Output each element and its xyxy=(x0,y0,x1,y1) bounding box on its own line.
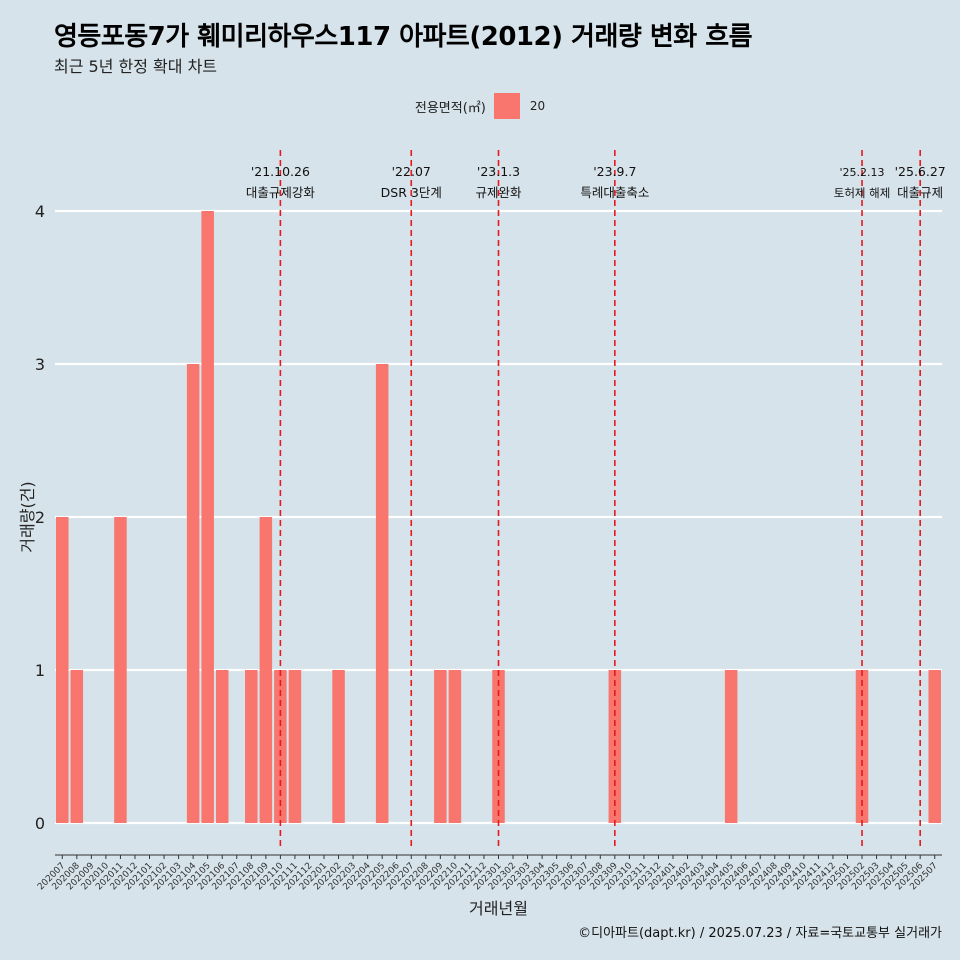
event-date-label: '25.6.27 xyxy=(895,164,946,179)
bar xyxy=(608,670,622,823)
y-tick-label: 0 xyxy=(35,814,45,833)
event-label: DSR 3단계 xyxy=(381,185,442,200)
bar xyxy=(259,517,273,823)
bar xyxy=(215,670,229,823)
bar xyxy=(70,670,84,823)
bar xyxy=(724,670,738,823)
legend-item-label: 20 xyxy=(529,99,546,113)
legend-swatch xyxy=(493,93,520,119)
source-caption: ©디아파트(dapt.kr) / 2025.07.23 / 자료=국토교통부 실… xyxy=(578,926,942,941)
bar xyxy=(492,670,505,823)
chart-title: 영등포동7가 훼미리하우스117 아파트(2012) 거래량 변화 흐름 xyxy=(54,22,753,52)
event-date-label: '22.07 xyxy=(392,164,431,179)
bar xyxy=(201,211,214,823)
y-tick-label: 1 xyxy=(35,661,45,680)
bar xyxy=(928,670,941,823)
bar xyxy=(245,670,258,823)
legend: 전용면적(㎡) 20 xyxy=(0,93,960,119)
y-axis-title: 거래량(건) xyxy=(18,481,37,552)
bar xyxy=(332,670,345,823)
bar xyxy=(448,670,462,823)
axis-layer: 0123420200720200820200920201020201120201… xyxy=(18,202,942,918)
bar xyxy=(288,670,302,823)
bar xyxy=(855,670,869,823)
legend-title: 전용면적(㎡) xyxy=(414,100,486,116)
bar xyxy=(375,364,389,823)
event-layer: '21.10.26 대출규제강화 '22.07 DSR 3단계 '23.1.3 규제완화 '… xyxy=(246,150,946,846)
y-tick-label: 4 xyxy=(35,202,45,221)
bar-layer xyxy=(56,211,941,823)
event-date-label: '23.9.7 xyxy=(593,164,636,179)
bar xyxy=(56,517,69,823)
bar xyxy=(186,364,200,823)
event-label: 대출규제 xyxy=(897,185,943,200)
event-label: 규제완화 xyxy=(475,185,522,200)
event-label: 토허제 해제 xyxy=(834,186,891,200)
bar xyxy=(274,670,287,823)
event-date-label: '23.1.3 xyxy=(477,164,520,179)
bar xyxy=(114,517,127,823)
y-tick-label: 2 xyxy=(35,508,45,527)
event-date-label: '25.2.13 xyxy=(840,166,885,179)
bar xyxy=(434,670,447,823)
event-label: 특례대출축소 xyxy=(580,185,649,200)
x-axis-title: 거래년월 xyxy=(469,899,528,918)
event-label: 대출규제강화 xyxy=(246,185,316,200)
chart-subtitle: 최근 5년 한정 확대 차트 xyxy=(54,57,218,76)
event-date-label: '21.10.26 xyxy=(251,164,310,179)
y-tick-label: 3 xyxy=(35,355,45,374)
